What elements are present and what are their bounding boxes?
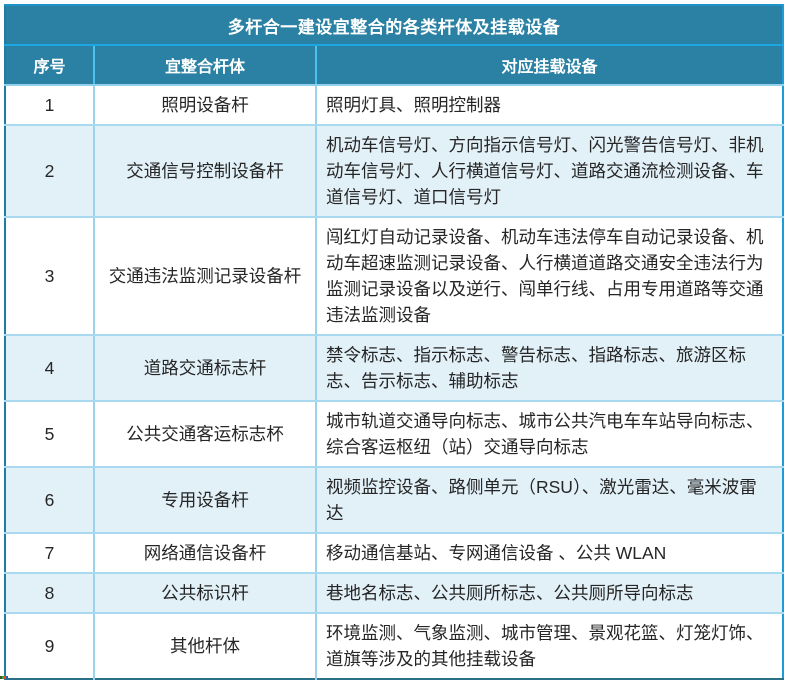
devices-cell: 闯红灯自动记录设备、机动车违法停车自动记录设备、机动车超速监测记录设备、人行横道…	[314, 217, 784, 336]
column-header-devices: 对应挂载设备	[314, 45, 784, 86]
pole-type-cell: 专用设备杆	[93, 467, 316, 534]
pole-type-cell: 其他杆体	[93, 613, 316, 679]
table-row: 5 公共交通客运标志杯 城市轨道交通导向标志、城市公共汽电车车站导向标志、综合客…	[5, 401, 784, 468]
pole-type-cell: 道路交通标志杆	[93, 335, 316, 402]
devices-cell: 禁令标志、指示标志、警告标志、指路标志、旅游区标志、告示标志、辅助标志	[314, 335, 784, 402]
table-row: 9 其他杆体 环境监测、气象监测、城市管理、景观花篮、灯笼灯饰、道旗等涉及的其他…	[5, 613, 784, 679]
devices-cell: 巷地名标志、公共厕所标志、公共厕所导向标志	[314, 573, 784, 614]
pole-type-cell: 网络通信设备杆	[93, 533, 316, 574]
row-number-cell: 9	[5, 613, 94, 679]
table-title: 多杆合一建设宜整合的各类杆体及挂载设备	[5, 5, 784, 46]
row-number-cell: 8	[5, 573, 94, 614]
row-number-cell: 2	[5, 125, 94, 218]
table-title-row: 多杆合一建设宜整合的各类杆体及挂载设备	[5, 5, 784, 46]
row-number-cell: 3	[5, 217, 94, 336]
devices-cell: 环境监测、气象监测、城市管理、景观花篮、灯笼灯饰、道旗等涉及的其他挂载设备	[314, 613, 784, 679]
artifact-mark	[0, 676, 8, 679]
column-header-no: 序号	[5, 45, 94, 86]
row-number-cell: 6	[5, 467, 94, 534]
devices-cell: 机动车信号灯、方向指示信号灯、闪光警告信号灯、非机动车信号灯、人行横道信号灯、道…	[314, 125, 784, 218]
pole-type-cell: 公共标识杆	[93, 573, 316, 614]
table-row: 3 交通违法监测记录设备杆 闯红灯自动记录设备、机动车违法停车自动记录设备、机动…	[5, 217, 784, 336]
table-header-row: 序号 宜整合杆体 对应挂载设备	[5, 45, 784, 86]
pole-type-cell: 交通信号控制设备杆	[93, 125, 316, 218]
table-row: 4 道路交通标志杆 禁令标志、指示标志、警告标志、指路标志、旅游区标志、告示标志…	[5, 335, 784, 402]
row-number-cell: 4	[5, 335, 94, 402]
row-number-cell: 1	[5, 85, 94, 126]
table-row: 2 交通信号控制设备杆 机动车信号灯、方向指示信号灯、闪光警告信号灯、非机动车信…	[5, 125, 784, 218]
table-row: 8 公共标识杆 巷地名标志、公共厕所标志、公共厕所导向标志	[5, 573, 784, 614]
devices-cell: 移动通信基站、专网通信设备 、公共 WLAN	[314, 533, 784, 574]
row-number-cell: 7	[5, 533, 94, 574]
table-row: 1 照明设备杆 照明灯具、照明控制器	[5, 85, 784, 126]
pole-equipment-table: 多杆合一建设宜整合的各类杆体及挂载设备 序号 宜整合杆体 对应挂载设备 1 照明…	[4, 4, 785, 680]
pole-type-cell: 交通违法监测记录设备杆	[93, 217, 316, 336]
pole-type-cell: 公共交通客运标志杯	[93, 401, 316, 468]
devices-cell: 视频监控设备、路侧单元（RSU）、激光雷达、毫米波雷达	[314, 467, 784, 534]
devices-cell: 城市轨道交通导向标志、城市公共汽电车车站导向标志、综合客运枢纽（站）交通导向标志	[314, 401, 784, 468]
table-row: 7 网络通信设备杆 移动通信基站、专网通信设备 、公共 WLAN	[5, 533, 784, 574]
table-row: 6 专用设备杆 视频监控设备、路侧单元（RSU）、激光雷达、毫米波雷达	[5, 467, 784, 534]
column-header-pole: 宜整合杆体	[93, 45, 316, 86]
devices-cell: 照明灯具、照明控制器	[314, 85, 784, 126]
row-number-cell: 5	[5, 401, 94, 468]
pole-type-cell: 照明设备杆	[93, 85, 316, 126]
